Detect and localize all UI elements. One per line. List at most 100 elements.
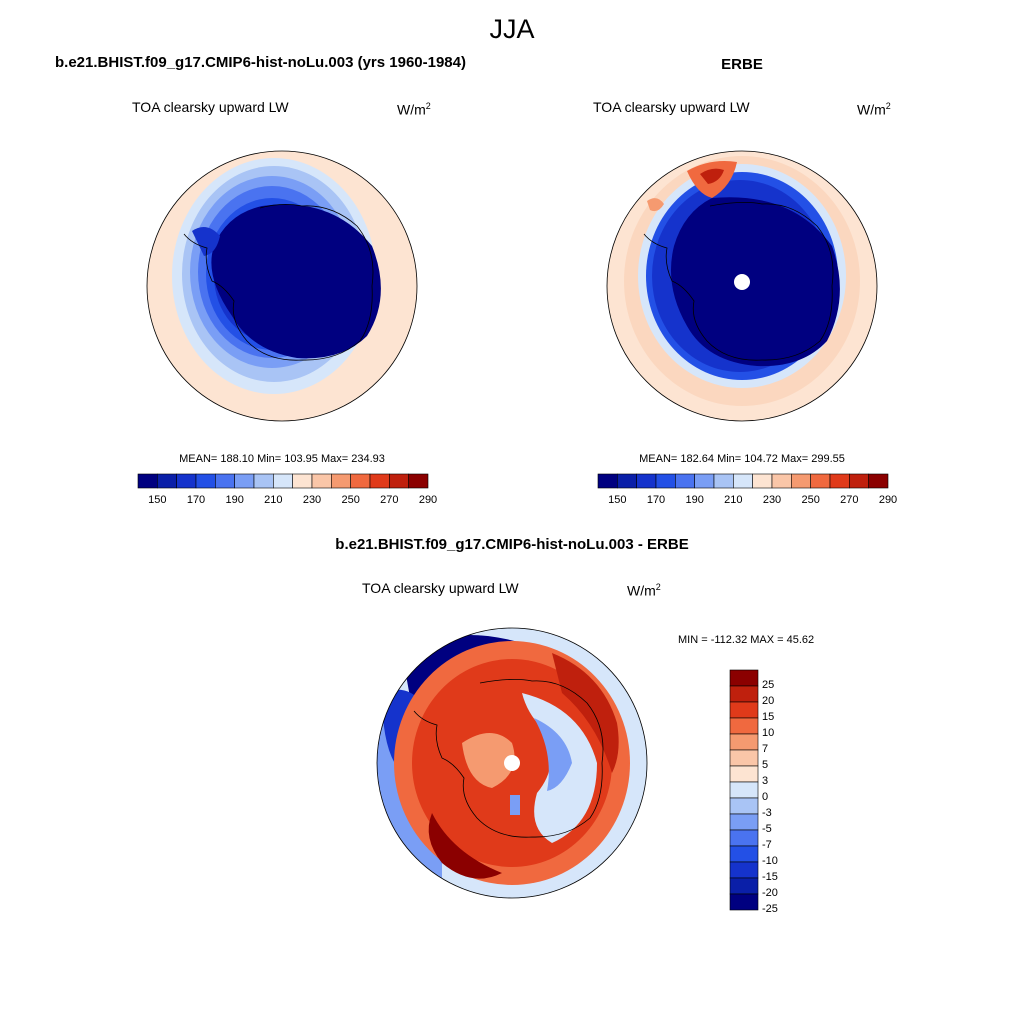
panel2-colorbar-swatch: [694, 473, 715, 489]
panel3-units: W/m2: [627, 582, 661, 599]
panel3-colorbar-tick-label: -25: [762, 903, 778, 915]
panel3-colorbar-swatch: [729, 813, 759, 831]
panel1-colorbar-swatch: [369, 473, 390, 489]
panel3-colorbar-tick-label: 10: [762, 727, 775, 739]
panel3-colorbar-tick-label: 20: [762, 695, 775, 707]
panel1-colorbar-swatch: [292, 473, 313, 489]
panel3-colorbar-tick-label: 3: [762, 775, 769, 787]
panel2-case-title: ERBE: [721, 56, 763, 73]
panel2-units: W/m2: [857, 101, 891, 118]
panel2-colorbar-swatch: [771, 473, 792, 489]
panel2-colorbar-tick-label: 290: [878, 494, 898, 506]
panel3-colorbar-tick-label: 7: [762, 743, 769, 755]
panel3-colorbar: [729, 669, 759, 911]
panel2-colorbar-swatch: [752, 473, 773, 489]
panel1-colorbar-swatch: [215, 473, 235, 489]
panel3-colorbar-swatch: [729, 893, 759, 911]
panel1-colorbar-swatch: [311, 473, 332, 489]
panel2-colorbar-swatch: [810, 473, 831, 489]
panel1-colorbar-tick-label: 190: [225, 494, 244, 506]
panel3-colorbar-swatch: [729, 845, 759, 863]
panel3-colorbar-swatch: [729, 669, 759, 687]
panel2-colorbar-swatch: [655, 473, 676, 489]
panel2-colorbar-swatch: [713, 473, 734, 489]
panel2-colorbar-swatch: [675, 473, 695, 489]
panel2-colorbar-swatch: [829, 473, 850, 489]
panel3-colorbar-swatch: [729, 861, 759, 879]
panel1-colorbar-swatch: [350, 473, 371, 489]
panel1-coastline: [183, 204, 374, 361]
panel1-colorbar-tick-label: 170: [186, 494, 206, 506]
panel2-colorbar-tick-label: 170: [646, 494, 666, 506]
panel1-colorbar-swatch: [273, 473, 293, 489]
panel3-colorbar-tick-label: 0: [762, 791, 769, 803]
panel1-colorbar-tick-label: 210: [264, 494, 283, 506]
panel2-polar-map: [606, 150, 878, 422]
panel3-case-title: b.e21.BHIST.f09_g17.CMIP6-hist-noLu.003 …: [335, 536, 689, 553]
panel1-colorbar-tick-label: 250: [341, 494, 360, 506]
panel1-units: W/m2: [397, 101, 431, 118]
panel2-colorbar-swatch: [849, 473, 869, 489]
panel2-colorbar-tick-label: 250: [801, 494, 820, 506]
panel1-polar-map: [146, 150, 418, 422]
panel2-colorbar-swatch: [597, 473, 618, 489]
panel3-colorbar-tick-label: -5: [762, 823, 772, 835]
panel2-colorbar-tick-label: 210: [724, 494, 743, 506]
panel1-stats: MEAN= 188.10 Min= 103.95 Max= 234.93: [179, 453, 385, 465]
panel1-variable-label: TOA clearsky upward LW: [132, 99, 289, 115]
panel1-colorbar-swatch: [137, 473, 158, 489]
panel3-colorbar-swatch: [729, 781, 759, 799]
panel1-colorbar-swatch: [234, 473, 255, 489]
panel2-colorbar-swatch: [733, 473, 753, 489]
panel1-colorbar-swatch: [253, 473, 274, 489]
panel2-colorbar-tick-label: 230: [762, 494, 782, 506]
panel3-colorbar-tick-label: 5: [762, 759, 769, 771]
panel3-colorbar-tick-label: -10: [762, 855, 778, 867]
panel1-colorbar-tick-label: 270: [380, 494, 399, 506]
panel3-colorbar-tick-label: 25: [762, 679, 775, 691]
panel3-variable-label: TOA clearsky upward LW: [362, 580, 519, 596]
panel2-colorbar-tick-label: 190: [685, 494, 704, 506]
panel1-colorbar-swatch: [157, 473, 177, 489]
panel3-colorbar-swatch: [729, 749, 759, 767]
panel3-colorbar-tick-label: -20: [762, 887, 778, 899]
panel2-colorbar-swatch: [868, 473, 889, 489]
panel1-colorbar-swatch: [195, 473, 216, 489]
panel3-colorbar-swatch: [729, 765, 759, 783]
panel3-colorbar-swatch: [729, 717, 759, 735]
panel3-colorbar-swatch: [729, 829, 759, 847]
panel1-colorbar-swatch: [176, 473, 197, 489]
panel2-colorbar-tick-label: 270: [840, 494, 859, 506]
panel3-colorbar-swatch: [729, 733, 759, 751]
panel2-stats: MEAN= 182.64 Min= 104.72 Max= 299.55: [639, 453, 845, 465]
panel2-colorbar-swatch: [636, 473, 657, 489]
panel1-colorbar-swatch: [389, 473, 409, 489]
panel1-colorbar: [137, 473, 429, 489]
panel3-colorbar-ticks: 25 20 15 10 7 5 3 0 -3 -5 -7 -10 -15 -20 -25: [762, 670, 802, 915]
panel3-colorbar-tick-label: -3: [762, 807, 772, 819]
panel1-case-title: b.e21.BHIST.f09_g17.CMIP6-hist-noLu.003 …: [55, 54, 466, 71]
panel1-colorbar-ticks: 150 170 190 210 230 250 270 290: [138, 494, 437, 508]
panel3-stats: MIN = -112.32 MAX = 45.62: [678, 634, 815, 646]
panel2-colorbar-tick-label: 150: [608, 494, 627, 506]
panel3-colorbar-tick-label: 15: [762, 711, 775, 723]
panel3-colorbar-tick-label: -7: [762, 839, 772, 851]
panel1-colorbar-tick-label: 230: [302, 494, 322, 506]
panel3-colorbar-swatch: [729, 797, 759, 815]
panel2-colorbar-ticks: 150 170 190 210 230 250 270 290: [598, 494, 897, 508]
panel1-colorbar-swatch: [331, 473, 351, 489]
panel3-polar-map: [376, 627, 648, 899]
panel2-colorbar: [597, 473, 889, 489]
panel1-colorbar-tick-label: 290: [418, 494, 438, 506]
panel3-colorbar-swatch: [729, 877, 759, 895]
figure-title: JJA: [489, 14, 535, 44]
panel2-coastline: [643, 202, 834, 361]
panel3-colorbar-swatch: [729, 701, 759, 719]
panel3-coastline: [413, 679, 604, 838]
panel1-colorbar-swatch: [408, 473, 429, 489]
panel2-colorbar-swatch: [617, 473, 637, 489]
panel2-colorbar-swatch: [791, 473, 811, 489]
panel3-colorbar-tick-label: -15: [762, 871, 778, 883]
panel2-variable-label: TOA clearsky upward LW: [593, 99, 750, 115]
panel3-colorbar-swatch: [729, 685, 759, 703]
